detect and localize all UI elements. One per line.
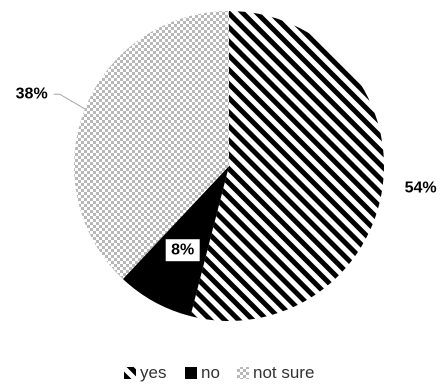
legend-swatch-not-sure <box>237 367 249 379</box>
pie-slice-not-sure <box>74 11 230 279</box>
leader-lines <box>53 93 86 110</box>
data-label-bg-no <box>165 239 200 262</box>
data-label-no: 8% <box>171 241 194 258</box>
legend-label-no: no <box>201 363 220 382</box>
data-labels: 54% 8% 38% <box>16 85 437 262</box>
legend: yes no not sure <box>124 363 314 382</box>
pie-slices <box>74 11 384 321</box>
data-label-yes: 54% <box>405 179 437 196</box>
pie-slice-yes <box>190 11 384 321</box>
legend-label-not-sure: not sure <box>253 363 314 382</box>
legend-swatch-no <box>185 367 197 379</box>
legend-label-yes: yes <box>140 363 166 382</box>
legend-swatch-yes <box>124 367 136 379</box>
leader-line-not-sure <box>53 93 86 110</box>
data-label-not-sure: 38% <box>16 85 48 102</box>
